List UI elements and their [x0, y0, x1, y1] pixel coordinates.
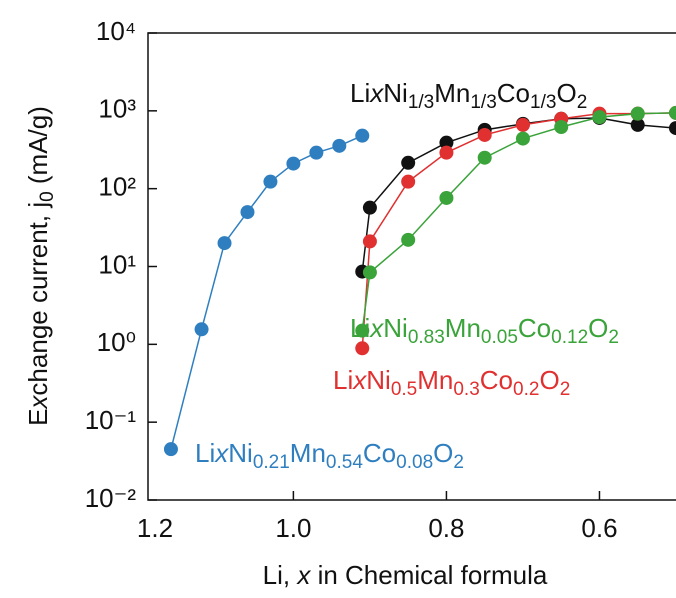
series-line	[361, 117, 676, 272]
y-tick-label: 10¹	[98, 249, 136, 279]
data-point	[240, 205, 255, 220]
data-point	[477, 127, 492, 142]
x-tick-label: 1.2	[137, 513, 173, 543]
x-axis-title: Li, x in Chemical formula	[263, 560, 548, 590]
data-point	[401, 232, 416, 247]
series-label: LixNi0.21Mn0.54Co0.08O2	[195, 438, 464, 473]
data-point	[554, 119, 569, 134]
y-tick-label: 10⁻¹	[85, 405, 137, 435]
data-point	[163, 442, 178, 457]
series-line	[361, 112, 676, 331]
x-tick-label: 1.0	[275, 513, 311, 543]
data-point	[401, 155, 416, 170]
data-point	[401, 174, 416, 189]
data-point	[355, 323, 370, 338]
data-point	[362, 234, 377, 249]
data-point	[355, 341, 370, 356]
data-point	[217, 236, 232, 251]
y-tick-label: 10⁰	[97, 327, 136, 357]
data-point	[592, 110, 607, 125]
y-tick-label: 10⁻²	[85, 483, 137, 513]
data-point	[669, 121, 676, 136]
data-point	[439, 145, 454, 160]
x-tick-label: 0.8	[428, 513, 464, 543]
data-point	[362, 200, 377, 215]
data-point	[515, 131, 530, 146]
data-point	[515, 117, 530, 132]
data-point	[286, 156, 301, 171]
data-point	[309, 145, 324, 160]
data-point	[194, 322, 209, 337]
series-label: LixNi0.5Mn0.3Co0.2O2	[333, 365, 570, 400]
data-point	[669, 105, 676, 120]
series-label: LixNi1/3Mn1/3Co1/3O2	[350, 78, 587, 113]
data-point	[332, 138, 347, 153]
data-point	[439, 135, 454, 150]
data-point	[439, 190, 454, 205]
data-point	[362, 265, 377, 280]
data-point	[355, 128, 370, 143]
series-label: LixNi0.83Mn0.05Co0.12O2	[350, 313, 619, 348]
y-tick-label: 10⁴	[96, 16, 136, 46]
y-tick-label: 10²	[98, 172, 136, 202]
y-axis-title: Exchange current, j0 (mA/g)	[23, 106, 58, 426]
data-point	[630, 106, 645, 121]
data-point	[263, 174, 278, 189]
data-point	[630, 117, 645, 132]
x-tick-label: 0.6	[581, 513, 617, 543]
y-tick-label: 10³	[98, 94, 136, 124]
data-point	[477, 150, 492, 165]
series-line	[361, 112, 676, 349]
